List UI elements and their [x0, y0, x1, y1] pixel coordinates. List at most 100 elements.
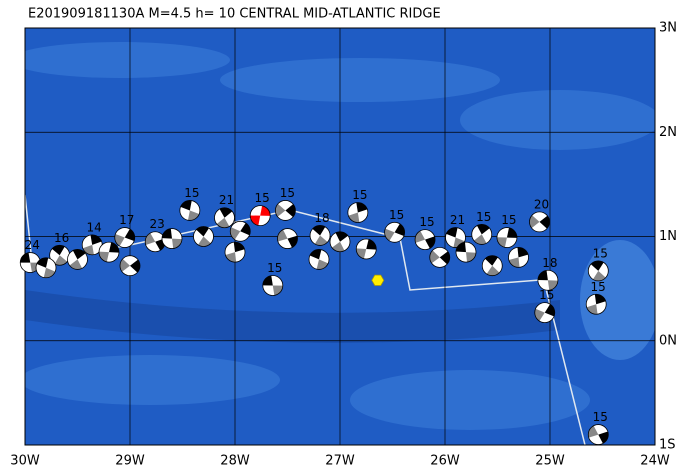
ball-quadrant	[537, 270, 548, 281]
lat-label: 1N	[659, 229, 677, 244]
depth-label: 14	[87, 220, 102, 234]
ball-quadrant	[506, 227, 517, 238]
depth-label: 18	[314, 211, 329, 225]
ball-outline	[119, 255, 141, 277]
ball-quadrant	[90, 234, 102, 245]
focal-mechanism	[587, 260, 609, 282]
ball-quadrant	[20, 252, 31, 263]
focal-mechanism	[585, 293, 607, 315]
ball-outline	[508, 246, 529, 268]
ball-outline	[161, 228, 183, 249]
lat-label: 3N	[659, 21, 677, 36]
ball-outline	[445, 227, 466, 248]
lon-label: 26W	[430, 454, 460, 469]
ball-quadrant	[394, 223, 405, 236]
ball-outline	[496, 227, 518, 248]
depth-label: 16	[54, 231, 69, 245]
map-frame	[24, 27, 656, 446]
ball-outline	[229, 220, 251, 242]
focal-mechanism	[274, 200, 296, 221]
events: 24 16 14 17 23 15 21 15 15 15 18 15 15 15 21 15 15 20 18 15…	[19, 186, 609, 445]
ball-quadrant	[425, 236, 436, 249]
ball-quadrant	[120, 258, 130, 272]
ball-outline	[98, 241, 120, 263]
ball-quadrant	[517, 247, 529, 258]
focal-mechanism	[179, 200, 201, 221]
lon-label: 29W	[115, 454, 145, 469]
focal-mechanism	[193, 226, 214, 247]
ball-outline	[534, 302, 556, 324]
focal-mechanism	[537, 269, 559, 291]
ball-quadrant	[335, 231, 349, 242]
ball-quadrant	[52, 245, 65, 256]
focal-mechanism	[67, 249, 88, 270]
focal-mechanism	[224, 241, 246, 263]
focal-mechanism	[587, 424, 609, 445]
ball-quadrant	[534, 308, 545, 322]
focal-mechanism	[308, 249, 330, 270]
depth-label: 20	[534, 197, 549, 211]
focal-mechanism	[161, 228, 183, 249]
focal-mechanism	[98, 241, 120, 263]
depth-label: 23	[150, 217, 165, 231]
ball-outline	[347, 202, 369, 223]
focal-mechanism	[414, 229, 436, 251]
ball-outline	[224, 241, 246, 263]
focal-mechanism	[534, 302, 556, 324]
depth-label: 15	[184, 186, 199, 200]
ball-outline	[355, 238, 377, 260]
focal-mechanism	[309, 225, 331, 246]
ball-quadrant	[539, 215, 550, 229]
lat-label: 2N	[659, 125, 677, 140]
ball-outline	[262, 275, 284, 296]
focal-mechanism	[355, 238, 377, 260]
depth-label: 15	[593, 410, 608, 424]
ball-outline	[384, 221, 406, 243]
ball-quadrant	[476, 224, 490, 235]
depth-label: 15	[476, 210, 491, 224]
ball-quadrant	[366, 239, 377, 250]
lon-label: 27W	[325, 454, 355, 469]
ball-quadrant	[496, 237, 507, 248]
ball-outline	[587, 260, 609, 282]
ball-outline	[274, 200, 296, 221]
ball-outline	[193, 226, 214, 247]
depth-label: 15	[419, 215, 434, 229]
ball-quadrant	[544, 304, 555, 317]
ball-quadrant	[260, 205, 271, 216]
ball-outline	[414, 229, 436, 251]
ball-outline	[529, 211, 550, 233]
ball-quadrant	[485, 255, 498, 266]
ball-outline	[114, 227, 136, 248]
ball-quadrant	[594, 294, 606, 305]
focal-mechanism	[119, 255, 141, 277]
focal-mechanism	[347, 202, 369, 223]
ball-quadrant	[72, 249, 86, 260]
ball-quadrant	[473, 234, 487, 245]
ball-quadrant	[466, 252, 476, 263]
ball-quadrant	[285, 204, 296, 218]
focal-mechanism	[445, 227, 466, 248]
ball-quadrant	[219, 207, 233, 218]
ball-quadrant	[69, 259, 83, 270]
focal-mechanism	[35, 257, 57, 279]
ball-quadrant	[590, 260, 604, 271]
lon-label: 25W	[535, 454, 565, 469]
depth-label: 18	[542, 256, 557, 270]
focal-mechanism	[529, 211, 550, 233]
depth-label: 15	[539, 288, 554, 302]
ball-outline	[35, 257, 57, 279]
ball-quadrant	[592, 270, 606, 281]
depth-label: 15	[280, 186, 295, 200]
ball-quadrant	[109, 242, 119, 253]
ball-quadrant	[439, 251, 450, 265]
ball-outline	[179, 200, 201, 221]
focal-mechanism	[384, 221, 406, 243]
ball-outline	[67, 249, 88, 270]
focal-mechanism	[19, 252, 41, 273]
ball-quadrant	[348, 212, 360, 223]
focal-mechanism	[429, 246, 451, 268]
ball-quadrant	[98, 251, 109, 262]
ball-quadrant	[225, 252, 237, 263]
